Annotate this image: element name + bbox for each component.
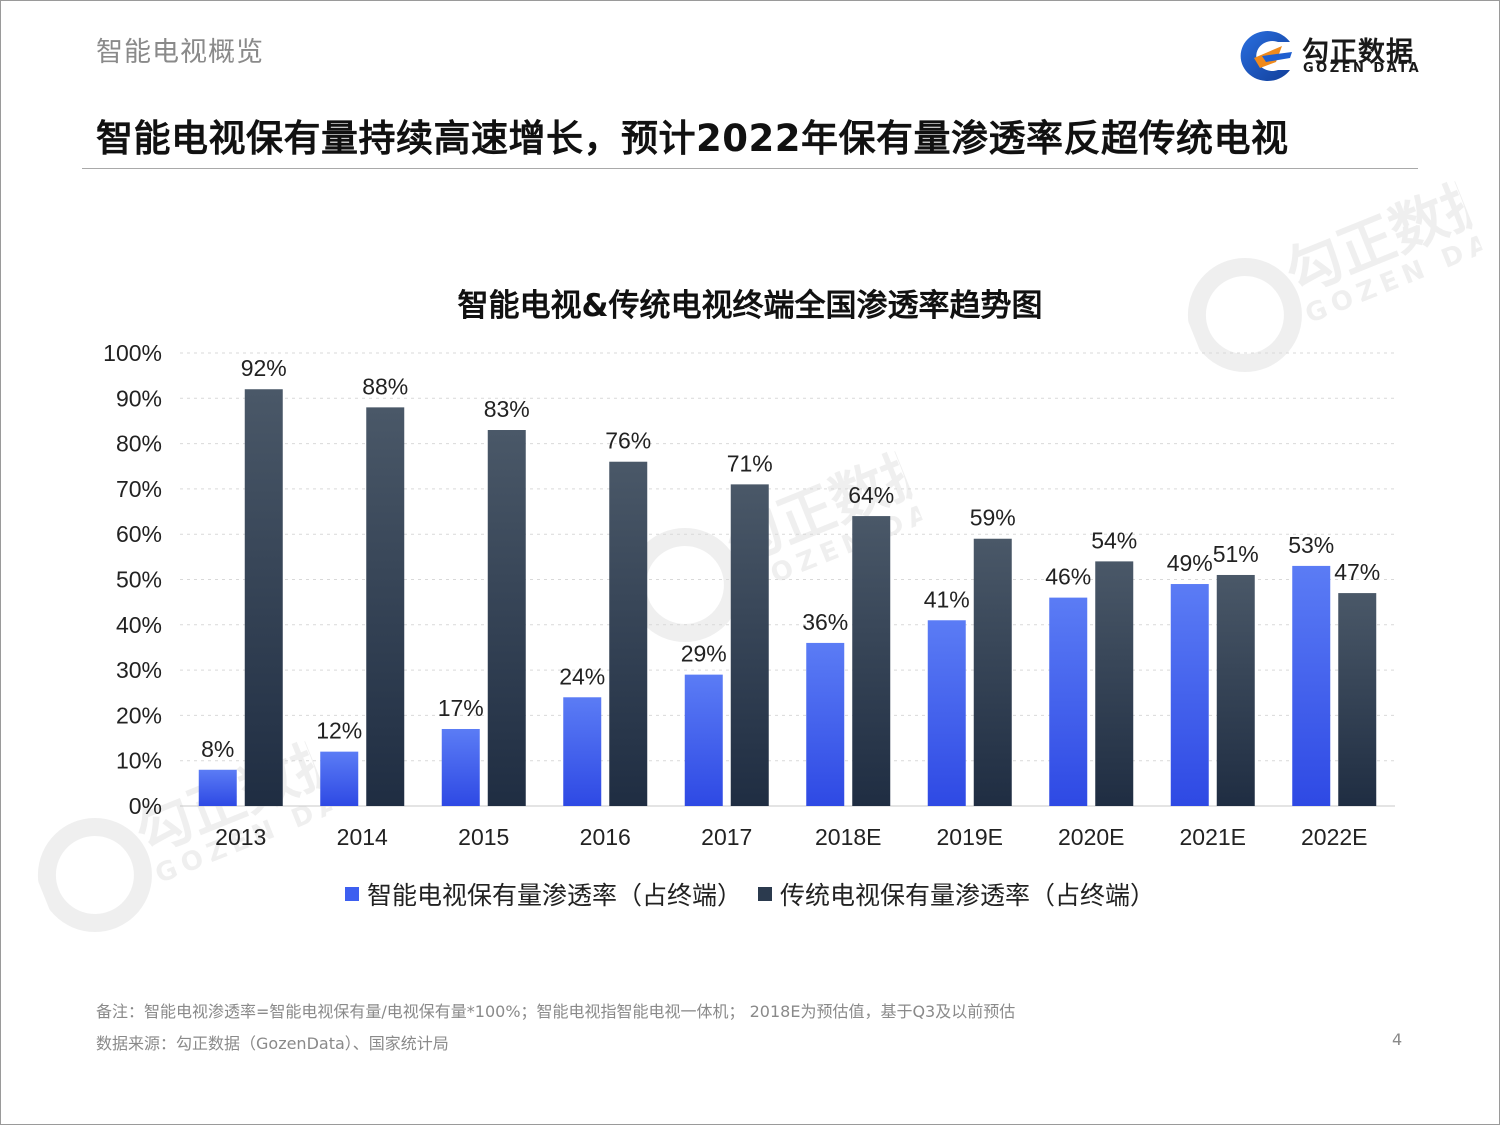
data-label: 92% [241,355,287,381]
brand-logo: 勾正数据 GOZEN DATA [1232,28,1432,84]
page-number: 4 [1392,1030,1403,1049]
x-tick-label: 2015 [458,824,509,850]
data-label: 29% [681,641,727,667]
y-tick-label: 70% [116,476,162,502]
bar-smart-tv [441,728,480,806]
bar-traditional-tv [852,516,891,806]
data-label: 12% [316,718,362,744]
bar-smart-tv [927,620,966,806]
data-label: 51% [1213,541,1259,567]
bar-smart-tv [1292,565,1331,806]
legend-item-traditional: 传统电视保有量渗透率（占终端） [758,876,1155,912]
data-label: 8% [201,736,234,762]
bar-traditional-tv [487,430,526,806]
y-tick-label: 80% [116,431,162,457]
data-label: 46% [1045,564,1091,590]
bar-smart-tv [1170,584,1209,806]
bar-traditional-tv [244,389,283,806]
data-label: 83% [484,396,530,422]
y-tick-label: 10% [116,748,162,774]
bar-traditional-tv [609,461,648,806]
data-label: 71% [727,450,773,476]
bar-traditional-tv [973,538,1012,806]
section-title: 智能电视概览 [96,37,264,68]
chart-title: 智能电视&传统电视终端全国渗透率趋势图 [457,288,1043,324]
data-label: 49% [1167,550,1213,576]
data-label: 64% [848,482,894,508]
bar-smart-tv [563,697,602,806]
bar-smart-tv [1049,597,1088,806]
data-label: 41% [924,586,970,612]
header-divider [82,168,1418,169]
bar-smart-tv [320,751,359,806]
data-label: 36% [802,609,848,635]
legend-swatch-traditional [758,887,772,901]
brand-name-cn: 勾正数据 [1302,37,1414,68]
chart-legend: 智能电视保有量渗透率（占终端） 传统电视保有量渗透率（占终端） [0,876,1500,912]
data-label: 24% [559,663,605,689]
y-tick-label: 40% [116,612,162,638]
data-source: 数据来源：勾正数据（GozenData）、国家统计局 [96,1034,449,1053]
x-tick-label: 2021E [1179,824,1246,850]
x-tick-label: 2013 [215,824,266,850]
y-tick-label: 50% [116,567,162,593]
x-tick-label: 2022E [1301,824,1368,850]
footnote: 备注：智能电视渗透率=智能电视保有量/电视保有量*100%；智能电视指智能电视一… [96,1002,1016,1021]
bar-traditional-tv [730,484,769,806]
bar-traditional-tv [1216,574,1255,806]
y-tick-label: 60% [116,521,162,547]
x-tick-label: 2020E [1058,824,1125,850]
x-tick-label: 2016 [580,824,631,850]
bar-smart-tv [198,769,237,806]
x-tick-label: 2017 [701,824,752,850]
y-tick-label: 100% [103,340,162,366]
y-tick-label: 20% [116,702,162,728]
y-tick-label: 0% [129,793,162,819]
page-headline: 智能电视保有量持续高速增长，预计2022年保有量渗透率反超传统电视 [96,117,1289,160]
bar-traditional-tv [1095,561,1134,806]
bar-smart-tv [684,674,723,806]
x-tick-label: 2018E [815,824,882,850]
data-label: 54% [1091,527,1137,553]
data-label: 76% [605,428,651,454]
brand-name-en: GOZEN DATA [1303,61,1422,76]
bar-traditional-tv [1338,593,1377,806]
gozen-logo-icon [1240,30,1292,81]
data-label: 88% [362,373,408,399]
data-label: 17% [438,695,484,721]
legend-swatch-smart [344,887,359,901]
x-tick-label: 2014 [337,824,388,850]
bar-traditional-tv [366,407,405,806]
data-label: 47% [1334,559,1380,585]
y-tick-label: 90% [116,385,162,411]
data-label: 53% [1288,532,1334,558]
data-label: 59% [970,505,1016,531]
legend-label-smart: 智能电视保有量渗透率（占终端） [366,881,742,910]
bar-smart-tv [806,642,845,806]
y-tick-label: 30% [116,657,162,683]
legend-item-smart: 智能电视保有量渗透率（占终端） [344,876,742,912]
legend-label-traditional: 传统电视保有量渗透率（占终端） [780,881,1156,910]
x-tick-label: 2019E [936,824,1003,850]
